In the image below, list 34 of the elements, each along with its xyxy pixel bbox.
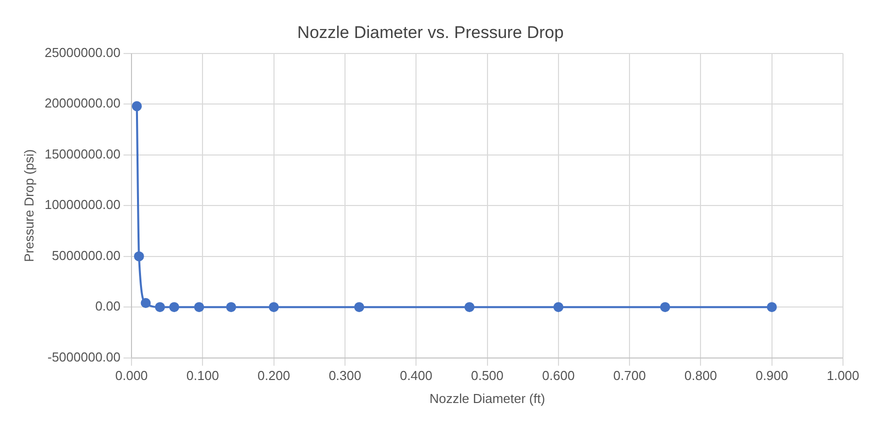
point	[553, 302, 564, 312]
point	[226, 302, 236, 312]
y-tick-label: 15000000.00	[44, 146, 121, 162]
y-axis-title: Pressure Drop (psi)	[21, 149, 36, 262]
x-tick-label: 0.400	[400, 368, 432, 384]
point	[354, 302, 364, 312]
point	[140, 298, 151, 308]
y-tick-label: -5000000.00	[47, 349, 121, 364]
point	[660, 302, 670, 312]
y-tick-label: 10000000.00	[44, 197, 121, 212]
x-tick-label: 0.900	[756, 368, 788, 384]
x-tick-label: 0.800	[684, 368, 717, 384]
x-tick-label: 0.300	[328, 368, 362, 384]
x-axis-title: Nozzle Diameter (ft)	[429, 390, 546, 406]
x-tick-label: 0.200	[258, 368, 290, 384]
y-tick-label: 0.00	[95, 298, 121, 314]
point	[766, 302, 777, 312]
x-tick-label: 1.000	[826, 368, 860, 384]
point	[134, 251, 144, 262]
point	[154, 302, 165, 312]
point	[194, 302, 204, 312]
point	[268, 302, 279, 312]
x-tick-label: 0.000	[115, 368, 148, 384]
chart-title: Nozzle Diameter vs. Pressure Drop	[297, 22, 564, 42]
point	[169, 302, 180, 312]
x-tick-label: 0.500	[470, 368, 504, 384]
y-tick-label: 5000000.00	[52, 248, 121, 263]
x-tick-label: 0.600	[542, 368, 575, 384]
point	[464, 302, 474, 312]
x-tick-label: 0.100	[186, 368, 219, 384]
point	[132, 101, 142, 112]
x-tick-label: 0.700	[613, 368, 646, 384]
y-tick-label: 25000000.00	[44, 44, 121, 60]
y-tick-label: 20000000.00	[44, 96, 121, 111]
